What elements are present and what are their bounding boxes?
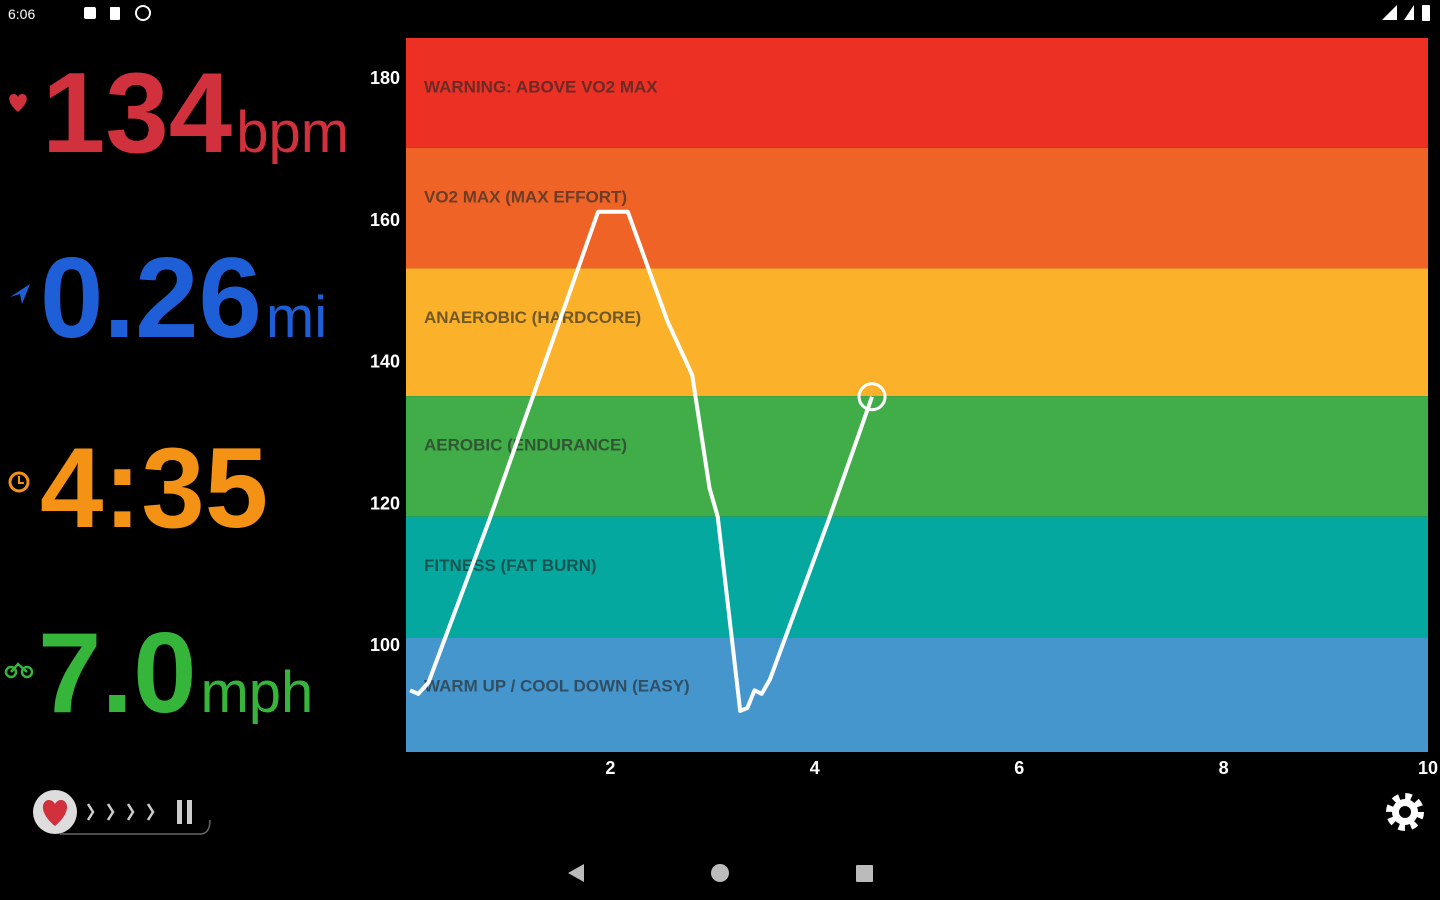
zone-band	[406, 396, 1428, 517]
zone-label: ANAEROBIC (HARDCORE)	[424, 308, 641, 327]
x-tick-label: 2	[605, 758, 615, 778]
zone-label: FITNESS (FAT BURN)	[424, 556, 597, 575]
zone-label: VO2 MAX (MAX EFFORT)	[424, 187, 627, 206]
zone-band	[406, 268, 1428, 397]
y-tick-label: 120	[370, 493, 400, 513]
stat-value: 4:35	[40, 425, 268, 552]
distance-icon	[10, 284, 30, 304]
progress-chevrons	[60, 803, 211, 835]
stat-value: 7.0	[38, 610, 196, 737]
settings-button[interactable]	[1386, 793, 1424, 831]
current-point	[857, 382, 887, 412]
heart-rate-line	[409, 209, 874, 713]
status-time: 6:06	[8, 6, 35, 22]
heart-icon	[9, 94, 27, 112]
zone-band	[406, 38, 1428, 148]
y-tick-label: 160	[370, 210, 400, 230]
stat: 0.26mi	[40, 235, 327, 362]
stat: 134bpm	[42, 50, 349, 177]
zone-band	[406, 637, 1428, 752]
clock-icon	[8, 471, 30, 493]
stat-unit: mph	[200, 660, 313, 725]
zone-label: AEROBIC (ENDURANCE)	[424, 436, 627, 455]
status-icons	[84, 5, 1430, 21]
stat-value: 134	[42, 50, 232, 177]
zone-label: WARM UP / COOL DOWN (EASY)	[424, 677, 690, 696]
nav-back[interactable]	[568, 864, 584, 882]
x-tick-label: 4	[810, 758, 820, 778]
zone-label: WARNING: ABOVE VO2 MAX	[424, 77, 658, 96]
stat-unit: bpm	[236, 100, 349, 165]
y-tick-label: 100	[370, 635, 400, 655]
pause-button[interactable]	[177, 800, 192, 824]
x-tick-label: 8	[1219, 758, 1229, 778]
x-tick-label: 10	[1418, 758, 1438, 778]
stat: 4:35	[40, 425, 268, 552]
heart-button[interactable]	[33, 790, 77, 834]
y-tick-label: 140	[370, 352, 400, 372]
stat-value: 0.26	[40, 235, 262, 362]
chart: WARNING: ABOVE VO2 MAX VO2 MAX (MAX EFFOR…	[370, 38, 1438, 778]
nav-home[interactable]	[711, 864, 729, 882]
stats: 134bpm 0.26mi 4:35 7.0mph	[38, 50, 349, 737]
zone-band	[406, 147, 1428, 269]
stat: 7.0mph	[38, 610, 313, 737]
bike-icon	[4, 662, 34, 679]
x-tick-label: 6	[1014, 758, 1024, 778]
y-tick-label: 180	[370, 68, 400, 88]
nav-recents[interactable]	[856, 865, 873, 882]
zone-band	[406, 516, 1428, 638]
stat-unit: mi	[266, 285, 327, 350]
